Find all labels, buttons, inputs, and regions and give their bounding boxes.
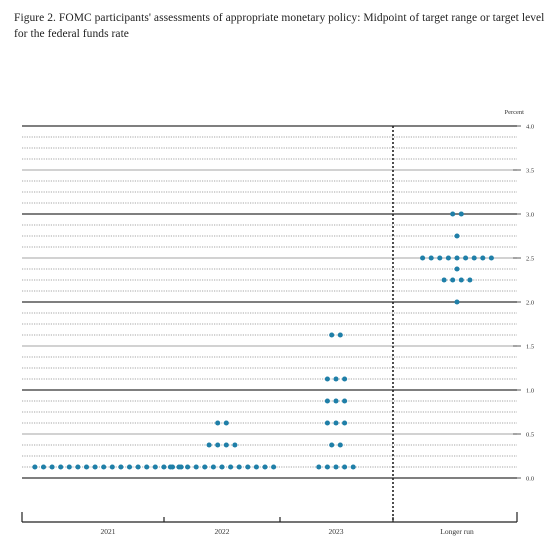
dot	[454, 299, 460, 305]
dot	[245, 464, 251, 470]
x-tick-label: 2021	[101, 527, 116, 536]
dot	[342, 376, 348, 382]
dot	[333, 376, 339, 382]
dot	[167, 464, 173, 470]
x-tick-label: 2022	[215, 527, 230, 536]
dot	[161, 464, 167, 470]
dot	[40, 464, 47, 470]
y-tick-label: 1.5	[526, 344, 534, 351]
dots	[32, 211, 494, 470]
dot	[454, 233, 460, 239]
y-tick-label: 3.5	[526, 168, 534, 175]
dot	[458, 211, 464, 217]
dot	[342, 464, 348, 470]
dot	[223, 442, 229, 448]
y-tick-label: 0.0	[526, 476, 534, 483]
dot	[333, 398, 339, 404]
dot	[135, 464, 141, 470]
dot	[101, 464, 107, 470]
dot	[480, 255, 486, 261]
dot	[463, 255, 469, 261]
dot	[342, 398, 348, 404]
dot	[467, 277, 473, 283]
dot	[118, 464, 124, 470]
dot	[49, 464, 55, 470]
dot	[420, 255, 426, 261]
dot	[324, 420, 330, 426]
x-tick-label: Longer run	[440, 527, 474, 536]
dot	[271, 464, 277, 470]
dot	[176, 464, 182, 470]
dot	[488, 255, 494, 261]
dot	[215, 442, 221, 448]
dot	[471, 255, 477, 261]
y-tick-label: 2.0	[526, 300, 534, 307]
y-tick-label: 0.5	[526, 432, 534, 439]
y-axis-label: Percent	[505, 109, 525, 116]
dot	[454, 255, 460, 261]
labels: 0.0 0.5 1.0 1.5 2.0 2.5 3.0 3.5 4.0 Percent 2021 20…	[101, 109, 535, 536]
dot	[441, 277, 447, 283]
y-tick-label: 1.0	[526, 388, 534, 395]
dot	[144, 464, 150, 470]
dot	[223, 420, 229, 426]
dot	[66, 464, 72, 470]
dot	[215, 420, 221, 426]
dot	[32, 464, 38, 470]
dot	[333, 464, 339, 470]
dot	[109, 464, 115, 470]
dot	[193, 464, 199, 470]
y-tick-label: 3.0	[526, 212, 534, 219]
dot	[210, 464, 216, 470]
dot	[350, 464, 356, 470]
dot	[458, 277, 464, 283]
dot	[329, 442, 335, 448]
dot	[450, 277, 456, 283]
dot	[185, 464, 191, 470]
dot	[202, 464, 208, 470]
dot	[232, 442, 238, 448]
dot	[228, 464, 234, 470]
dot	[262, 464, 268, 470]
dot	[329, 332, 335, 338]
axes	[21, 126, 518, 523]
dot	[236, 464, 242, 470]
dot	[428, 255, 434, 261]
dot	[445, 255, 451, 261]
dot	[253, 464, 259, 470]
dot	[437, 255, 443, 261]
y-tick-label: 2.5	[526, 256, 534, 263]
dot	[219, 464, 225, 470]
dot	[333, 420, 339, 426]
dot	[324, 376, 330, 382]
dot	[337, 442, 343, 448]
dot	[126, 464, 133, 470]
dot	[83, 464, 90, 470]
dot	[206, 442, 212, 448]
dot	[342, 420, 348, 426]
dot	[152, 464, 158, 470]
dot	[92, 464, 98, 470]
dot	[75, 464, 81, 470]
dot	[58, 464, 64, 470]
dot	[454, 266, 460, 272]
x-tick-label: 2023	[329, 527, 344, 536]
dot	[324, 464, 330, 470]
y-tick-label: 4.0	[526, 124, 534, 131]
dot	[337, 332, 343, 338]
dot	[316, 464, 322, 470]
figure-title: Figure 2. FOMC participants' assessments…	[14, 12, 545, 40]
dot	[450, 211, 456, 217]
dot	[324, 398, 330, 404]
grid-lines	[22, 125, 521, 479]
